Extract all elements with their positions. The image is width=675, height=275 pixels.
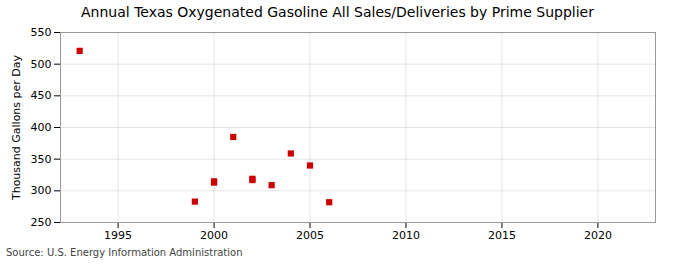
svg-text:2005: 2005 — [296, 229, 324, 242]
svg-text:400: 400 — [31, 121, 52, 134]
svg-text:Thousand Gallons per Day: Thousand Gallons per Day — [10, 54, 23, 201]
svg-text:300: 300 — [31, 184, 52, 197]
svg-text:450: 450 — [31, 89, 52, 102]
svg-text:250: 250 — [31, 216, 52, 229]
svg-text:2000: 2000 — [200, 229, 228, 242]
html-text:Source: U.S. Energy Informatio: Source: U.S. Energy Information Administ… — [6, 247, 243, 258]
svg-text:550: 550 — [31, 26, 52, 39]
svg-text:500: 500 — [31, 58, 52, 71]
svg-text:2010: 2010 — [392, 229, 420, 242]
svg-text:2015: 2015 — [488, 229, 516, 242]
svg-text:2020: 2020 — [584, 229, 612, 242]
svg-text:350: 350 — [31, 153, 52, 166]
html-text:Annual Texas Oxygenated Gasoli: Annual Texas Oxygenated Gasoline All Sal… — [81, 4, 594, 20]
svg-text:1995: 1995 — [104, 229, 132, 242]
